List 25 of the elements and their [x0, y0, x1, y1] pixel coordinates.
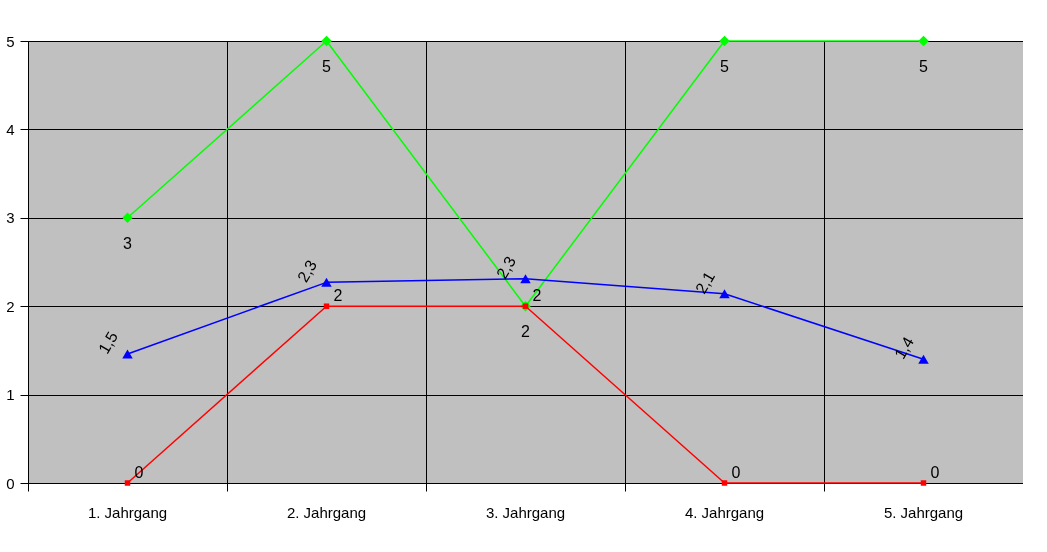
- y-tick-label: 2: [6, 297, 15, 315]
- data-label: 3: [123, 234, 133, 252]
- y-tick-label: 4: [6, 120, 15, 138]
- x-tick-label: 1. Jahrgang: [87, 503, 168, 521]
- x-tick-label: 4. Jahrgang: [684, 503, 765, 521]
- data-label: 0: [731, 464, 741, 481]
- x-tick-label: 3. Jahrgang: [485, 503, 566, 521]
- data-label: 2: [532, 287, 542, 305]
- y-tick-label: 1: [6, 386, 15, 404]
- data-label: 2,3: [294, 257, 320, 285]
- data-label: 2,1: [692, 268, 718, 297]
- data-label: 5: [919, 58, 929, 75]
- data-label: 2: [333, 287, 343, 305]
- y-tick-label: 0: [6, 474, 15, 492]
- data-label: 2: [521, 323, 531, 341]
- data-label: 0: [930, 464, 940, 481]
- y-tick-label: 3: [6, 209, 15, 227]
- x-tick-label: 5. Jahrgang: [883, 503, 964, 521]
- data-label: 5: [322, 58, 332, 75]
- x-tick-label: 2. Jahrgang: [286, 503, 367, 521]
- y-tick-label: 5: [6, 32, 15, 50]
- data-label: 5: [720, 58, 730, 75]
- data-label: 1,5: [95, 328, 121, 357]
- data-label: 2,3: [493, 253, 519, 282]
- data-label: 1,4: [891, 334, 917, 362]
